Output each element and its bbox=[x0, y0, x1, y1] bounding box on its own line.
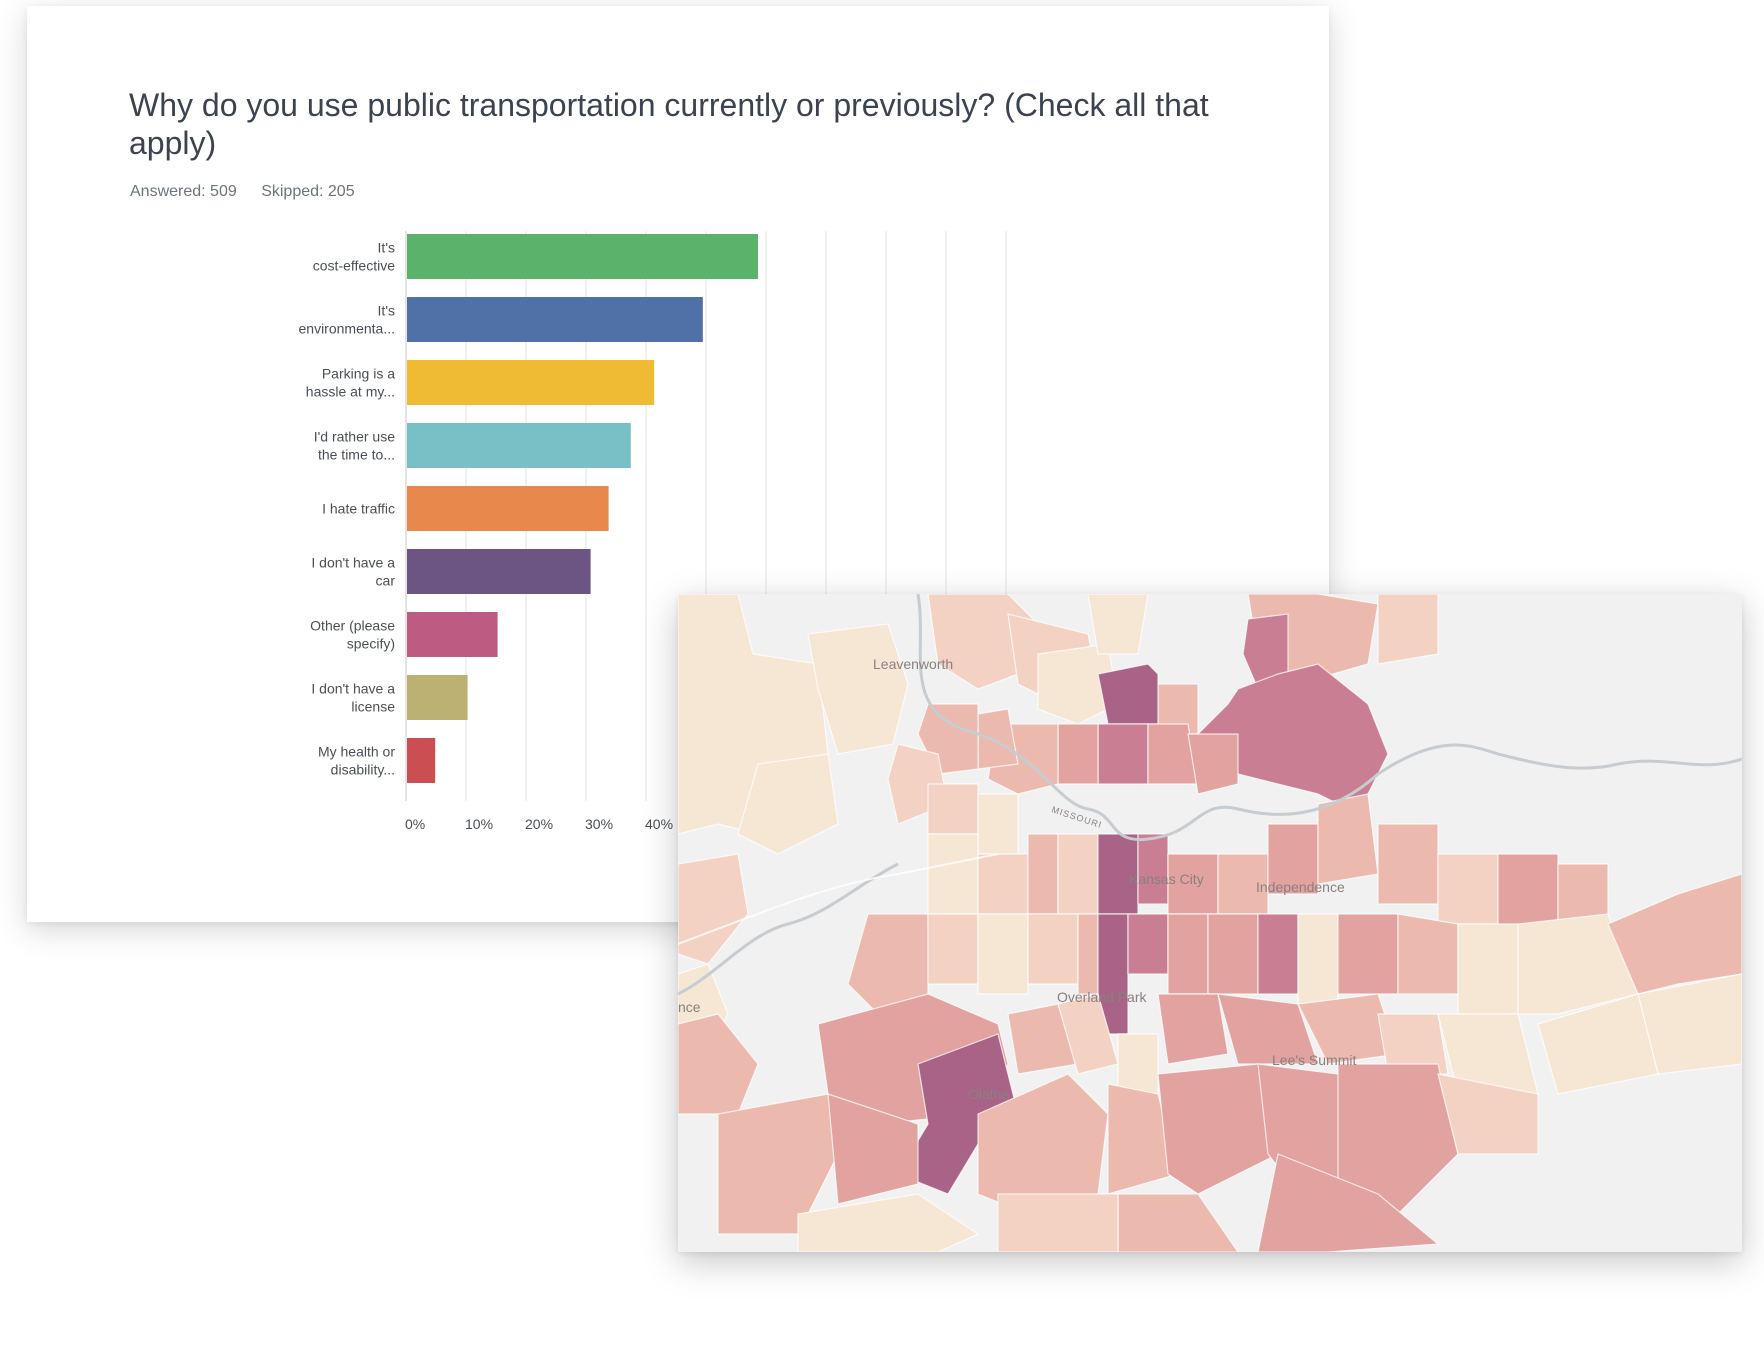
map-region[interactable] bbox=[1257, 1153, 1440, 1252]
map-region[interactable] bbox=[1057, 833, 1099, 915]
category-label: My health or disability... bbox=[318, 744, 395, 778]
x-tick-label: 0% bbox=[405, 816, 425, 832]
river bbox=[678, 862, 899, 996]
category-label: I hate traffic bbox=[322, 501, 395, 517]
x-tick-label: 40% bbox=[645, 816, 673, 832]
label-partial-city: nce bbox=[678, 999, 701, 1015]
map-region[interactable] bbox=[827, 1093, 919, 1205]
bar[interactable] bbox=[407, 675, 468, 720]
label-kansas-city: Kansas City bbox=[1129, 871, 1204, 887]
bar[interactable] bbox=[407, 297, 703, 342]
map-region[interactable] bbox=[1457, 923, 1519, 1015]
map-region[interactable] bbox=[1157, 993, 1229, 1065]
highway bbox=[678, 853, 999, 945]
map-region[interactable] bbox=[997, 1193, 1119, 1252]
bar[interactable] bbox=[407, 486, 609, 531]
map-region[interactable] bbox=[1337, 1063, 1459, 1215]
label-leavenworth: Leavenworth bbox=[873, 656, 953, 672]
map-region[interactable] bbox=[1217, 993, 1319, 1065]
map-region[interactable] bbox=[1027, 833, 1059, 915]
map-region[interactable] bbox=[1267, 823, 1319, 895]
map-region[interactable] bbox=[1537, 993, 1659, 1095]
map-region[interactable] bbox=[1437, 1073, 1539, 1155]
map-region[interactable] bbox=[1397, 913, 1459, 995]
map-region[interactable] bbox=[1097, 663, 1159, 725]
map-region[interactable] bbox=[977, 913, 1029, 995]
map-region[interactable] bbox=[1337, 913, 1399, 995]
map-region[interactable] bbox=[737, 753, 839, 855]
map-region[interactable] bbox=[1097, 723, 1149, 785]
label-independence: Independence bbox=[1256, 879, 1345, 895]
category-label: Parking is a hassle at my... bbox=[306, 366, 395, 400]
map-region[interactable] bbox=[1127, 913, 1169, 975]
map-region[interactable] bbox=[977, 793, 1019, 855]
map-region[interactable] bbox=[927, 783, 979, 835]
category-label: It's cost-effective bbox=[313, 240, 395, 274]
map-region[interactable] bbox=[897, 1033, 1019, 1195]
map-labels: Leavenworth Kansas City Independence Overla… bbox=[678, 656, 1356, 1102]
map-rivers bbox=[678, 594, 1742, 996]
map-region[interactable] bbox=[1167, 913, 1209, 995]
map-region[interactable] bbox=[1257, 913, 1299, 995]
label-lees-summit: Lee's Summit bbox=[1272, 1052, 1356, 1068]
map-region[interactable] bbox=[1317, 793, 1379, 885]
map-region[interactable] bbox=[1137, 833, 1169, 905]
map-region[interactable] bbox=[1437, 853, 1499, 925]
map-region[interactable] bbox=[1377, 823, 1439, 905]
skipped-count: Skipped: 205 bbox=[261, 183, 355, 200]
choropleth-map: Leavenworth Kansas City Independence Overla… bbox=[678, 594, 1742, 1252]
x-tick-label: 30% bbox=[585, 816, 613, 832]
map-region[interactable] bbox=[927, 833, 979, 915]
bar[interactable] bbox=[407, 549, 591, 594]
label-olathe: Olathe bbox=[968, 1086, 1009, 1102]
map-regions bbox=[678, 594, 1742, 1252]
river bbox=[916, 594, 1742, 842]
map-region[interactable] bbox=[1157, 1063, 1279, 1195]
map-region[interactable] bbox=[1117, 1033, 1159, 1095]
map-region[interactable] bbox=[927, 913, 979, 985]
x-tick-label: 10% bbox=[465, 816, 493, 832]
category-label: I'd rather use the time to... bbox=[314, 429, 395, 463]
bar[interactable] bbox=[407, 360, 655, 405]
bar-chart: It's cost-effective It's environmenta... Par… bbox=[299, 231, 1007, 832]
category-label: I don't have a license bbox=[311, 681, 395, 715]
map-region[interactable] bbox=[977, 853, 1029, 915]
map-region[interactable] bbox=[1517, 913, 1639, 1015]
map-region[interactable] bbox=[1297, 913, 1339, 1005]
map-region[interactable] bbox=[807, 623, 909, 755]
question-title: Why do you use public transportation cur… bbox=[129, 87, 1209, 161]
map-region[interactable] bbox=[1377, 1013, 1449, 1075]
map-region[interactable] bbox=[1027, 913, 1079, 985]
map-region[interactable] bbox=[1077, 913, 1099, 995]
bar[interactable] bbox=[407, 234, 758, 279]
response-stats: Answered: 509 Skipped: 205 bbox=[130, 183, 375, 201]
answered-count: Answered: 509 bbox=[130, 183, 237, 200]
map-region[interactable] bbox=[797, 1193, 980, 1252]
map-region[interactable] bbox=[1057, 723, 1099, 785]
map-region[interactable] bbox=[678, 1013, 759, 1115]
bar[interactable] bbox=[407, 738, 436, 783]
map-region[interactable] bbox=[717, 1093, 839, 1235]
bar[interactable] bbox=[407, 423, 631, 468]
x-tick-label: 20% bbox=[525, 816, 553, 832]
label-overland-park: Overland Park bbox=[1057, 989, 1147, 1005]
category-label: Other (please specify) bbox=[310, 618, 395, 652]
bar[interactable] bbox=[407, 612, 498, 657]
map-region[interactable] bbox=[1377, 594, 1439, 665]
map-region[interactable] bbox=[1087, 594, 1149, 655]
category-label: I don't have a car bbox=[311, 555, 395, 589]
category-label: It's environmenta... bbox=[299, 303, 396, 337]
map-region[interactable] bbox=[1207, 913, 1259, 995]
map-region[interactable] bbox=[1187, 733, 1239, 795]
